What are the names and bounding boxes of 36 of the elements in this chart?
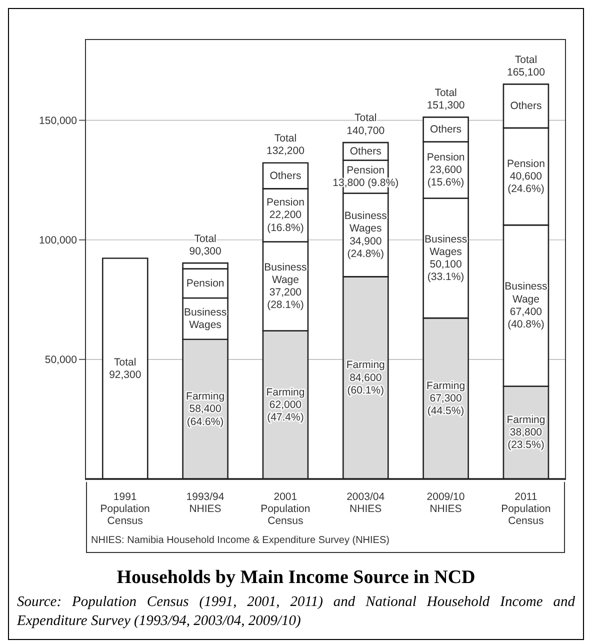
source-note: Source: Population Census (1991, 2001, 2011) and National Household Income and Expenditure Survey (1993/94, 2003/04, 2009/10) <box>16 593 576 631</box>
total-label: Total 90,300 <box>189 232 222 258</box>
total-label: Total 165,100 <box>506 54 546 78</box>
x-tick-label: 1993/94 NHIES <box>186 491 224 515</box>
data-label: Farming 84,600 (60.1%) <box>346 359 386 396</box>
data-label: Farming 38,800 (23.5%) <box>506 414 546 452</box>
total-label: Total 140,700 <box>346 112 385 137</box>
x-tick-label: 2009/10 NHIES <box>426 491 465 515</box>
data-label: Others <box>510 100 542 112</box>
data-label: Pension 40,600 (24.6%) <box>506 158 546 196</box>
y-tick-label: 100,000 <box>39 234 78 247</box>
data-label: Others <box>270 170 302 182</box>
data-label: Pension <box>186 277 224 290</box>
text: NHIES: Namibia Household Income & Expenditure Survey (NHIES) <box>91 535 390 546</box>
data-label: Business Wages 50,100 (33.1%) <box>424 233 468 284</box>
x-tick-label: 2003/04 NHIES <box>346 491 385 515</box>
data-label: Business Wage 67,400 (40.8%) <box>504 280 548 331</box>
total-label: Total 151,300 <box>426 86 465 112</box>
total-label: Total 132,200 <box>266 132 305 158</box>
x-tick-label: 2001 Population Census <box>260 491 310 527</box>
data-label: Total 92,300 <box>109 356 142 381</box>
data-label: Others <box>350 145 382 158</box>
data-label: Pension 22,200 (16.8%) <box>266 196 305 234</box>
data-label: Others <box>430 124 462 136</box>
data-label: Farming 58,400 (64.6%) <box>186 390 225 428</box>
data-label: Farming 67,300 (44.5%) <box>426 380 466 418</box>
x-tick-label: 1991 Population Census <box>100 491 150 527</box>
data-label: Business Wage 37,200 (28.1%) <box>264 261 307 312</box>
x-tick-label: 2011 Population Census <box>501 491 551 527</box>
data-label: Pension 23,600 (15.6%) <box>426 151 465 189</box>
data-label: Farming 62,000 (47.4%) <box>266 386 305 424</box>
data-label: Business Wages <box>184 306 227 331</box>
data-label: Business Wages 34,900 (24.8%) <box>344 210 387 260</box>
y-tick-label: 150,000 <box>39 115 78 128</box>
y-tick-label: 50,000 <box>44 354 78 366</box>
text: Households by Main Income Source in NCD <box>116 567 476 589</box>
